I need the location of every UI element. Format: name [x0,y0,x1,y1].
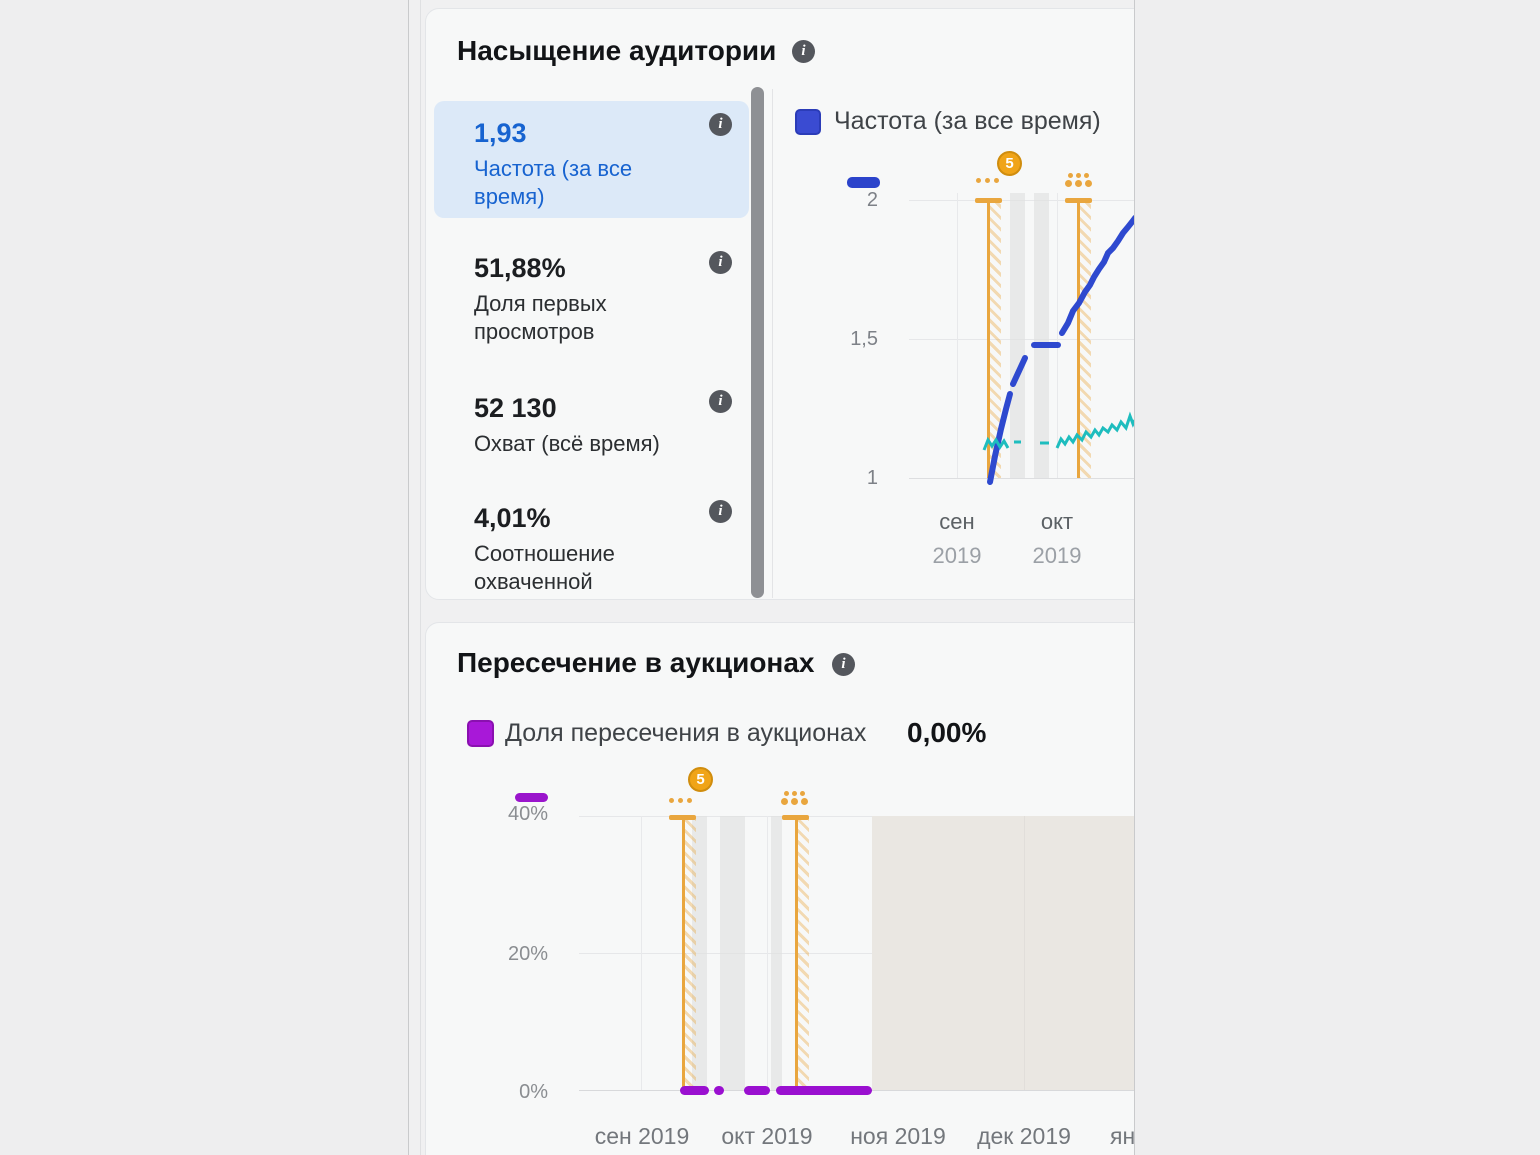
legend-label: Частота (за все время) [834,107,1101,135]
metric-item-first-impressions[interactable]: 51,88% Доля первых просмотров [434,244,749,346]
change-marker-line[interactable] [795,818,798,1090]
y-tick: 2 [866,189,878,211]
panel-divider [420,0,421,1155]
metric-value: 1,93 [474,118,527,148]
audience-saturation-card: Насыщение аудитории i 1,93 Частота (за в… [425,8,1134,600]
metric-item-reached-ratio[interactable]: 4,01% Соотношение охваченной [434,494,749,596]
y-tick: 1 [866,467,878,489]
reports-panel: Насыщение аудитории i 1,93 Частота (за в… [408,0,1135,1155]
change-marker-line[interactable] [682,818,685,1090]
info-icon[interactable]: i [709,390,732,413]
weekend-band [1034,193,1049,478]
info-icon[interactable]: i [832,653,855,676]
info-icon[interactable]: i [792,40,815,63]
metric-value: 51,88% [474,253,566,283]
info-icon[interactable]: i [709,251,732,274]
metric-item-frequency[interactable]: 1,93 Частота (за все время) [434,101,749,218]
metric-value: 52 130 [474,393,557,423]
gridline [641,816,642,1090]
gridline [957,193,958,478]
x-tick: сен 2019 [932,509,982,568]
overlap-line-segment [680,1086,709,1095]
changes-cluster-icon[interactable] [1064,173,1092,189]
y-tick: 40% [507,803,548,825]
gridline [767,816,768,1090]
change-marker-cap [782,815,809,820]
axis-marker-pill [515,793,548,802]
no-data-region [872,816,1134,1090]
metrics-divider [772,89,773,598]
x-tick: дек 2019 [977,1123,1071,1149]
metric-label: Охват (всё время) [474,431,660,456]
metric-label: Частота (за все время) [474,156,633,209]
y-tick: 1,5 [850,328,878,350]
overflow-dots-icon[interactable] [976,178,999,183]
card-title: Пересечение в аукционах [457,647,815,678]
gridline [1024,816,1025,1090]
change-marker-hatch [1077,200,1091,478]
y-tick: 0% [519,1081,548,1103]
weekend-band [720,816,745,1090]
change-marker-line[interactable] [1077,200,1080,478]
gridline [909,478,1134,479]
change-marker-cap [669,815,696,820]
gridline [1057,193,1058,478]
gridline [579,816,1134,817]
metric-item-reach[interactable]: 52 130 Охват (всё время) [434,384,749,458]
changes-cluster-icon[interactable] [780,791,808,807]
legend-swatch-overlap [467,720,494,747]
overlap-line-segment [714,1086,724,1095]
weekend-band [692,816,707,1090]
change-marker-hatch [987,200,1001,478]
legend-value: 0,00% [907,717,987,748]
weekend-band [1010,193,1025,478]
gridline [579,953,1134,954]
legend-label: Доля пересечения в аукционах [505,719,867,747]
axis-marker-pill [847,177,880,188]
x-tick: окт 2019 [721,1123,813,1149]
changes-count-badge[interactable]: 5 [997,151,1022,176]
metrics-scrollbar[interactable] [751,87,764,598]
metric-label: Доля первых просмотров [474,291,607,344]
x-tick: ноя 2019 [850,1123,946,1149]
y-tick: 20% [507,943,548,965]
overlap-line-segment [744,1086,770,1095]
metric-value: 4,01% [474,503,551,533]
x-tick: сен 2019 [594,1123,690,1149]
info-icon[interactable]: i [709,113,732,136]
auction-overlap-card: Пересечение в аукционах i Доля пересечен… [425,622,1135,1155]
change-marker-hatch [682,818,696,1090]
overlap-line-segment [776,1086,872,1095]
card-title: Насыщение аудитории [457,35,777,66]
legend-swatch-frequency [795,109,821,135]
change-marker-cap [1065,198,1092,203]
changes-count-badge[interactable]: 5 [688,767,713,792]
change-marker-cap [975,198,1002,203]
info-icon[interactable]: i [709,500,732,523]
metric-label: Соотношение охваченной [474,541,615,594]
change-marker-line[interactable] [987,200,990,478]
x-tick: окт 2019 [1032,509,1082,568]
frequency-line-plot [982,215,1134,485]
change-marker-hatch [795,818,809,1090]
weekend-band [771,816,782,1090]
x-tick: ян [1110,1123,1135,1149]
overflow-dots-icon[interactable] [669,798,692,803]
